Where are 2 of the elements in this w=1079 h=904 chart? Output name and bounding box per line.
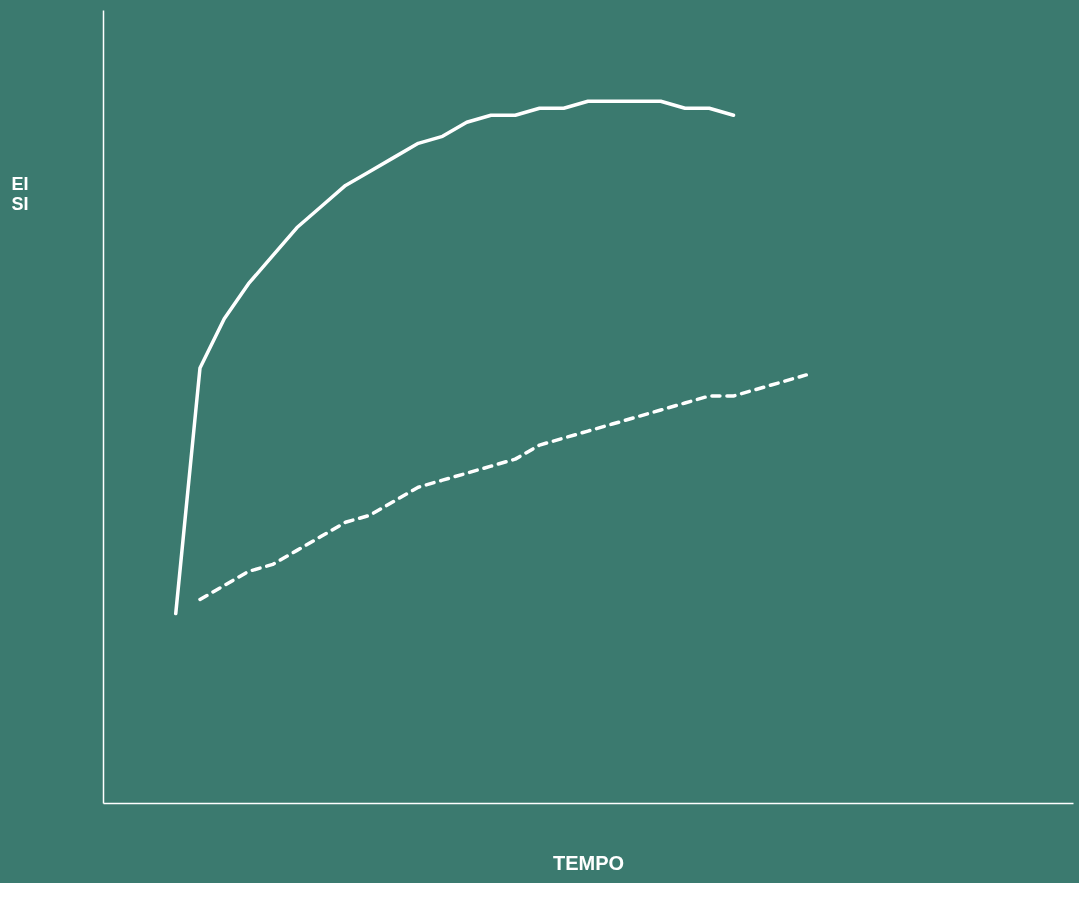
x-axis-title: TEMPO [552, 851, 625, 874]
y-axis-title: EI SI [11, 173, 29, 214]
